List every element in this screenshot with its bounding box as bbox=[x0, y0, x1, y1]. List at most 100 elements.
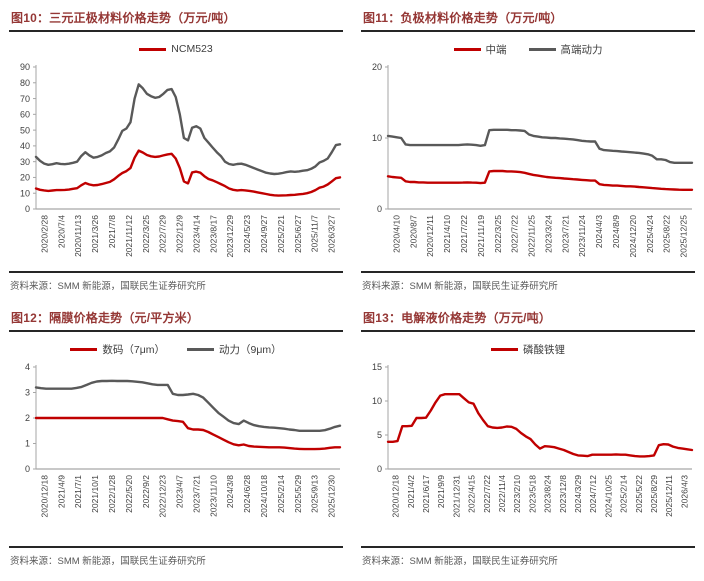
x-axis-label: 2023/8/17 bbox=[208, 215, 218, 253]
x-axis-label: 2021/7/1 bbox=[73, 475, 83, 508]
figure-title: 图11：负极材料价格走势（万元/吨） bbox=[361, 6, 695, 32]
series-line-动力（9μm） bbox=[34, 379, 342, 433]
y-axis-label: 20 bbox=[20, 173, 30, 183]
x-axis-label: 2024/9/27 bbox=[259, 215, 269, 253]
x-axis-label: 2023/7/21 bbox=[560, 215, 570, 253]
legend-line-swatch bbox=[528, 47, 556, 51]
x-axis-label: 2023/11/24 bbox=[577, 215, 587, 257]
x-axis-label: 2020/4/10 bbox=[391, 215, 401, 253]
x-axis-label: 2022/1/28 bbox=[107, 475, 117, 513]
y-axis-label: 0 bbox=[377, 464, 382, 474]
source-note: 资料来源：SMM 新能源，国联民生证券研究所 bbox=[362, 556, 558, 567]
x-axis-label: 2020/12/18 bbox=[391, 475, 401, 518]
legend-label: 磷酸铁锂 bbox=[523, 343, 565, 356]
source-note: 资料来源：SMM 新能源，国联民生证券研究所 bbox=[10, 281, 206, 292]
x-axis-label: 2026/3/27 bbox=[327, 215, 337, 253]
chart-legend: NCM523 bbox=[9, 41, 343, 57]
figure-footer: 资料来源：SMM 新能源，国联民生证券研究所 bbox=[9, 546, 343, 581]
series-line-NCM523 bbox=[34, 149, 342, 197]
legend-line-swatch bbox=[453, 47, 481, 51]
x-axis-label: 2020/8/7 bbox=[408, 215, 418, 248]
x-axis-label: 2023/7/21 bbox=[191, 475, 201, 513]
x-axis-label: 2021/3/26 bbox=[90, 215, 100, 253]
y-axis-label: 50 bbox=[20, 125, 30, 135]
x-axis-label: 2024/4/3 bbox=[594, 215, 604, 248]
x-axis-label: 2024/3/8 bbox=[225, 475, 235, 508]
x-axis-label: 2024/10/18 bbox=[259, 475, 269, 518]
y-axis-label: 5 bbox=[377, 430, 382, 440]
x-axis-label: 2024/8/9 bbox=[611, 215, 621, 248]
footer-divider bbox=[9, 271, 343, 273]
x-axis-label: 2022/4/15 bbox=[467, 475, 477, 513]
legend-item: NCM523 bbox=[139, 43, 213, 55]
x-axis-label: 2020/12/11 bbox=[425, 215, 435, 257]
x-axis-label: 2024/5/23 bbox=[242, 215, 252, 253]
y-axis-label: 10 bbox=[372, 396, 382, 406]
y-axis-label: 4 bbox=[25, 362, 30, 372]
figure-title: 图10：三元正极材料价格走势（万元/吨） bbox=[9, 6, 343, 32]
price-chart-anode: 0 10 20 2020/4/10 2020/8/7 2020/12/11 2021/4/1… bbox=[372, 62, 694, 258]
figure-title: 图12：隔膜价格走势（元/平方米） bbox=[9, 306, 343, 332]
x-axis-label: 2020/11/13 bbox=[73, 215, 83, 257]
y-axis-label: 0 bbox=[25, 204, 30, 214]
y-axis-label: 0 bbox=[377, 204, 382, 214]
legend-label: 高端动力 bbox=[560, 43, 603, 56]
x-axis-label: 2025/9/13 bbox=[310, 475, 320, 513]
legend-item: 动力（9μm） bbox=[187, 342, 282, 357]
y-axis-label: 1 bbox=[25, 439, 30, 449]
x-axis-label: 2021/4/9 bbox=[56, 475, 66, 508]
x-axis-label: 2023/2/10 bbox=[512, 475, 522, 513]
x-axis-label: 2021/7/22 bbox=[459, 215, 469, 253]
y-axis-label: 60 bbox=[20, 110, 30, 120]
footer-divider bbox=[361, 546, 695, 548]
x-axis-label: 2022/7/22 bbox=[510, 215, 520, 253]
x-axis-label: 2020/2/28 bbox=[39, 215, 49, 253]
x-axis-label: 2020/7/4 bbox=[56, 215, 66, 248]
chart-legend: 磷酸铁锂 bbox=[361, 341, 695, 357]
x-axis-label: 2021/9/9 bbox=[436, 475, 446, 508]
y-axis-label: 0 bbox=[25, 464, 30, 474]
x-axis-label: 2025/8/29 bbox=[649, 475, 659, 513]
series-line-中端 bbox=[386, 169, 694, 192]
figure-panel-12: 图12：隔膜价格走势（元/平方米） 数码（7μm） 动力（9μm） 0 1 2 3 4 20… bbox=[0, 300, 352, 581]
x-axis-label: 2025/6/27 bbox=[293, 215, 303, 253]
x-axis-label: 2025/5/29 bbox=[293, 475, 303, 513]
source-note: 资料来源：SMM 新能源，国联民生证券研究所 bbox=[362, 281, 558, 292]
x-axis-label: 2022/5/20 bbox=[124, 475, 134, 513]
x-axis-label: 2023/11/10 bbox=[208, 475, 218, 517]
price-chart-ncm: 0 10 20 30 40 50 60 70 80 90 2020/2/28 2020/7/4 2020… bbox=[20, 62, 342, 258]
y-axis-label: 20 bbox=[372, 62, 382, 72]
x-axis-label: 2025/8/22 bbox=[662, 215, 672, 253]
x-axis-label: 2021/4/10 bbox=[442, 215, 452, 253]
x-axis-label: 2022/9/2 bbox=[141, 475, 151, 508]
x-axis-label: 2021/7/8 bbox=[107, 215, 117, 248]
x-axis-label: 2021/10/1 bbox=[90, 475, 100, 513]
legend-item: 数码（7μm） bbox=[70, 342, 165, 357]
source-note: 资料来源：SMM 新能源，国联民生证券研究所 bbox=[10, 556, 206, 567]
x-axis-label: 2023/3/24 bbox=[543, 215, 553, 253]
series-line-高端动力 bbox=[386, 128, 694, 165]
legend-label: 动力（9μm） bbox=[219, 343, 282, 356]
x-axis-label: 2024/6/28 bbox=[242, 475, 252, 513]
x-axis-label: 2025/4/24 bbox=[645, 215, 655, 253]
legend-item: 中端 bbox=[453, 42, 507, 57]
x-axis-label: 2025/5/22 bbox=[634, 475, 644, 513]
x-axis-label: 2025/11/7 bbox=[310, 215, 320, 252]
x-axis-label: 2022/7/22 bbox=[482, 475, 492, 513]
x-axis-label: 2022/3/25 bbox=[141, 215, 151, 253]
x-axis-label: 2023/12/8 bbox=[558, 475, 568, 513]
y-axis-label: 90 bbox=[20, 62, 30, 72]
x-axis-label: 2025/12/25 bbox=[679, 215, 689, 258]
x-axis-label: 2024/7/12 bbox=[588, 475, 598, 513]
x-axis-label: 2023/4/7 bbox=[175, 475, 185, 508]
x-axis-label: 2024/12/20 bbox=[628, 215, 638, 258]
x-axis-label: 2024/10/25 bbox=[603, 475, 613, 518]
price-chart-separator: 0 1 2 3 4 2020/12/18 2021/4/9 2021/7/1 2021/10/1… bbox=[25, 362, 342, 518]
legend-item: 磷酸铁锂 bbox=[491, 342, 565, 357]
y-axis-label: 80 bbox=[20, 78, 30, 88]
series-line-数码（7μm） bbox=[34, 416, 342, 451]
y-axis-label: 30 bbox=[20, 157, 30, 167]
figure-footer: 资料来源：SMM 新能源，国联民生证券研究所 bbox=[361, 546, 695, 581]
x-axis-label: 2021/6/17 bbox=[421, 475, 431, 513]
